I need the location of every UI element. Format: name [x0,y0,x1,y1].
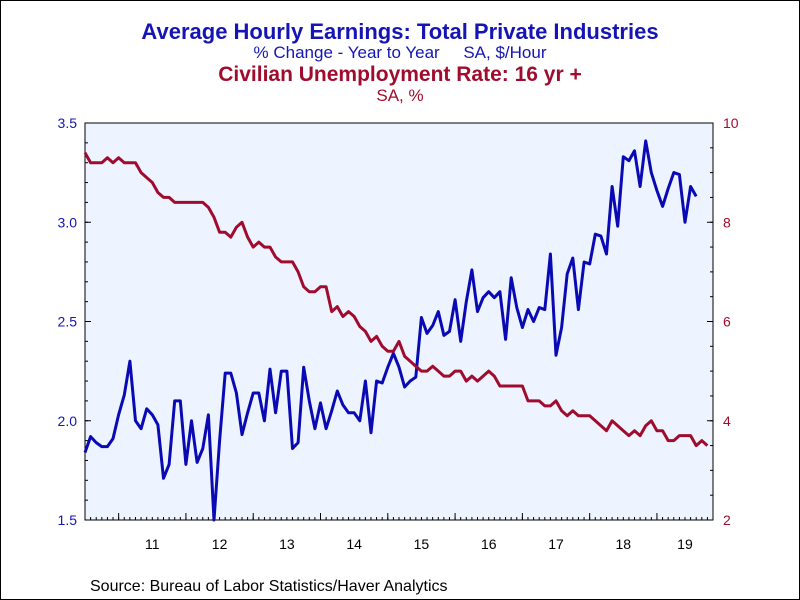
unemployment-title: Civilian Unemployment Rate: 16 yr + [218,63,582,86]
x-axis-tick-label: 18 [616,536,632,552]
plot-area [84,122,714,521]
source-note: Source: Bureau of Labor Statistics/Haver… [90,578,448,595]
left-axis-tick-label: 3.5 [58,115,78,131]
x-axis-tick-label: 16 [481,536,497,552]
left-axis-tick-label: 3.0 [58,214,78,230]
x-axis-tick-label: 11 [145,536,160,552]
x-axis-tick-label: 19 [677,536,693,552]
unemployment-subtitle: SA, % [376,86,424,105]
unemployment-series-line [83,152,709,448]
right-axis-tick-label: 10 [723,115,739,131]
x-axis-tick-label: 12 [212,536,228,552]
x-axis-tick-label: 14 [346,536,362,552]
chart-titles: Average Hourly Earnings: Total Private I… [0,19,800,105]
left-axis-tick-label: 1.5 [58,512,78,528]
left-axis-tick-label: 2.5 [58,314,78,330]
x-axis-tick-label: 17 [548,536,564,552]
earnings-subtitle: % Change - Year to Year SA, $/Hour [253,43,547,62]
right-axis-tick-label: 4 [723,413,731,429]
earnings-series-line [83,139,698,522]
x-axis-tick-label: 15 [414,536,430,552]
x-axis-tick-label: 13 [279,536,295,552]
right-axis-tick-label: 6 [723,314,731,330]
right-axis-tick-label: 2 [723,512,731,528]
left-axis-tick-label: 2.0 [58,413,78,429]
earnings-title: Average Hourly Earnings: Total Private I… [141,19,659,44]
right-axis-tick-label: 8 [723,214,731,230]
